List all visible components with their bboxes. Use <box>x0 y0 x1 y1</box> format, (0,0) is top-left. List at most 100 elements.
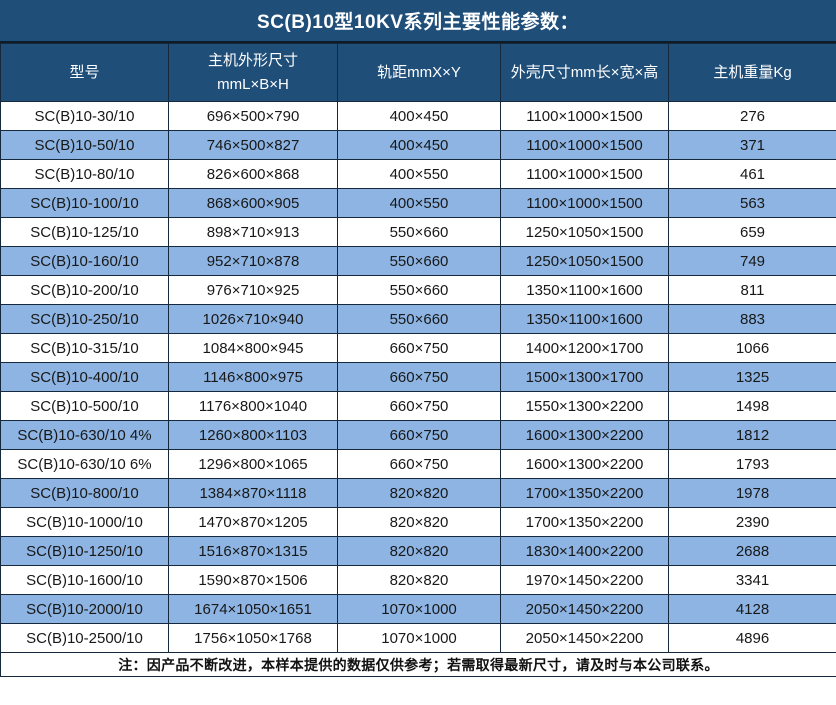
cell-dimensions: 746×500×827 <box>168 130 338 160</box>
cell-rail-gauge: 550×660 <box>337 304 501 334</box>
table-row: SC(B)10-160/10 952×710×878 550×660 1250×105… <box>0 246 836 276</box>
cell-dimensions: 1260×800×1103 <box>168 420 338 450</box>
cell-weight: 4128 <box>668 594 836 624</box>
cell-dimensions: 1516×870×1315 <box>168 536 338 566</box>
cell-shell-size: 1350×1100×1600 <box>500 304 669 334</box>
cell-model: SC(B)10-1600/10 <box>0 565 169 595</box>
cell-shell-size: 1250×1050×1500 <box>500 246 669 276</box>
table-row: SC(B)10-800/10 1384×870×1118 820×820 1700×1… <box>0 478 836 508</box>
cell-rail-gauge: 820×820 <box>337 478 501 508</box>
table-row: SC(B)10-630/10 4% 1260×800×1103 660×750 160… <box>0 420 836 450</box>
cell-shell-size: 1700×1350×2200 <box>500 507 669 537</box>
cell-weight: 2390 <box>668 507 836 537</box>
cell-weight: 3341 <box>668 565 836 595</box>
cell-shell-size: 1100×1000×1500 <box>500 188 669 218</box>
cell-rail-gauge: 550×660 <box>337 217 501 247</box>
cell-dimensions: 1384×870×1118 <box>168 478 338 508</box>
cell-rail-gauge: 1070×1000 <box>337 623 501 653</box>
cell-rail-gauge: 1070×1000 <box>337 594 501 624</box>
cell-dimensions: 696×500×790 <box>168 101 338 131</box>
cell-dimensions: 1026×710×940 <box>168 304 338 334</box>
cell-weight: 563 <box>668 188 836 218</box>
col-header-dimensions-line2: mmL×B×H <box>217 75 289 93</box>
cell-shell-size: 1700×1350×2200 <box>500 478 669 508</box>
cell-rail-gauge: 660×750 <box>337 333 501 363</box>
cell-dimensions: 976×710×925 <box>168 275 338 305</box>
cell-weight: 1325 <box>668 362 836 392</box>
cell-shell-size: 1400×1200×1700 <box>500 333 669 363</box>
col-header-shell-size-label: 外壳尺寸mm长×宽×高 <box>510 63 659 81</box>
table-row: SC(B)10-50/10 746×500×827 400×450 1100×1000… <box>0 130 836 160</box>
cell-dimensions: 1176×800×1040 <box>168 391 338 421</box>
cell-shell-size: 1500×1300×1700 <box>500 362 669 392</box>
cell-rail-gauge: 400×550 <box>337 188 501 218</box>
cell-rail-gauge: 660×750 <box>337 362 501 392</box>
cell-rail-gauge: 820×820 <box>337 565 501 595</box>
table-row: SC(B)10-100/10 868×600×905 400×550 1100×100… <box>0 188 836 218</box>
cell-dimensions: 826×600×868 <box>168 159 338 189</box>
cell-model: SC(B)10-315/10 <box>0 333 169 363</box>
cell-model: SC(B)10-1000/10 <box>0 507 169 537</box>
cell-shell-size: 1600×1300×2200 <box>500 449 669 479</box>
cell-dimensions: 868×600×905 <box>168 188 338 218</box>
cell-rail-gauge: 550×660 <box>337 246 501 276</box>
cell-weight: 2688 <box>668 536 836 566</box>
cell-model: SC(B)10-200/10 <box>0 275 169 305</box>
col-header-rail-gauge-label: 轨距mmX×Y <box>377 63 461 81</box>
table-row: SC(B)10-1600/10 1590×870×1506 820×820 1970×… <box>0 565 836 595</box>
spec-table: 型号 主机外形尺寸 mmL×B×H 轨距mmX×Y 外壳尺寸mm长×宽×高 主机… <box>0 43 836 677</box>
table-row: SC(B)10-630/10 6% 1296×800×1065 660×750 160… <box>0 449 836 479</box>
footer-note: 注：因产品不断改进，本样本提供的数据仅供参考；若需取得最新尺寸，请及时与本公司联… <box>0 652 836 677</box>
cell-dimensions: 1470×870×1205 <box>168 507 338 537</box>
cell-weight: 276 <box>668 101 836 131</box>
cell-dimensions: 1590×870×1506 <box>168 565 338 595</box>
cell-model: SC(B)10-2000/10 <box>0 594 169 624</box>
table-row: SC(B)10-80/10 826×600×868 400×550 1100×1000… <box>0 159 836 189</box>
cell-weight: 811 <box>668 275 836 305</box>
cell-model: SC(B)10-30/10 <box>0 101 169 131</box>
cell-weight: 1793 <box>668 449 836 479</box>
cell-model: SC(B)10-160/10 <box>0 246 169 276</box>
cell-shell-size: 1100×1000×1500 <box>500 101 669 131</box>
cell-weight: 371 <box>668 130 836 160</box>
cell-rail-gauge: 550×660 <box>337 275 501 305</box>
cell-shell-size: 1100×1000×1500 <box>500 130 669 160</box>
table-row: SC(B)10-250/10 1026×710×940 550×660 1350×11… <box>0 304 836 334</box>
cell-model: SC(B)10-125/10 <box>0 217 169 247</box>
cell-model: SC(B)10-630/10 6% <box>0 449 169 479</box>
col-header-dimensions-line1: 主机外形尺寸 <box>207 51 298 69</box>
cell-dimensions: 898×710×913 <box>168 217 338 247</box>
col-header-model: 型号 <box>0 43 169 102</box>
cell-weight: 749 <box>668 246 836 276</box>
col-header-weight: 主机重量Kg <box>668 43 836 102</box>
table-row: SC(B)10-125/10 898×710×913 550×660 1250×105… <box>0 217 836 247</box>
cell-shell-size: 1250×1050×1500 <box>500 217 669 247</box>
cell-model: SC(B)10-80/10 <box>0 159 169 189</box>
cell-shell-size: 1550×1300×2200 <box>500 391 669 421</box>
table-row: SC(B)10-1250/10 1516×870×1315 820×820 1830×… <box>0 536 836 566</box>
cell-rail-gauge: 820×820 <box>337 536 501 566</box>
cell-weight: 883 <box>668 304 836 334</box>
cell-shell-size: 1970×1450×2200 <box>500 565 669 595</box>
table-row: SC(B)10-200/10 976×710×925 550×660 1350×110… <box>0 275 836 305</box>
cell-model: SC(B)10-2500/10 <box>0 623 169 653</box>
table-row: SC(B)10-315/10 1084×800×945 660×750 1400×12… <box>0 333 836 363</box>
cell-rail-gauge: 660×750 <box>337 420 501 450</box>
table-row: SC(B)10-30/10 696×500×790 400×450 1100×1000… <box>0 101 836 131</box>
cell-model: SC(B)10-1250/10 <box>0 536 169 566</box>
table-row: SC(B)10-1000/10 1470×870×1205 820×820 1700×… <box>0 507 836 537</box>
col-header-rail-gauge: 轨距mmX×Y <box>337 43 501 102</box>
col-header-model-label: 型号 <box>69 63 100 81</box>
cell-rail-gauge: 400×550 <box>337 159 501 189</box>
cell-shell-size: 1600×1300×2200 <box>500 420 669 450</box>
cell-model: SC(B)10-400/10 <box>0 362 169 392</box>
cell-shell-size: 2050×1450×2200 <box>500 594 669 624</box>
cell-model: SC(B)10-800/10 <box>0 478 169 508</box>
cell-weight: 1978 <box>668 478 836 508</box>
cell-weight: 461 <box>668 159 836 189</box>
cell-shell-size: 1350×1100×1600 <box>500 275 669 305</box>
cell-rail-gauge: 660×750 <box>337 449 501 479</box>
header-row: 型号 主机外形尺寸 mmL×B×H 轨距mmX×Y 外壳尺寸mm长×宽×高 主机… <box>0 43 836 102</box>
cell-shell-size: 1100×1000×1500 <box>500 159 669 189</box>
cell-model: SC(B)10-50/10 <box>0 130 169 160</box>
